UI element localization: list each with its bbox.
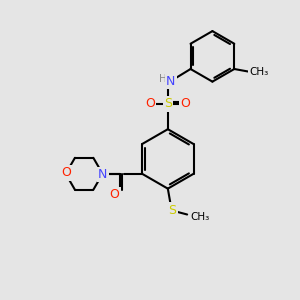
Text: N: N <box>166 75 176 88</box>
Text: S: S <box>168 203 176 217</box>
Text: CH₃: CH₃ <box>249 67 268 77</box>
Text: O: O <box>145 98 155 110</box>
Text: H: H <box>159 74 167 84</box>
Text: S: S <box>164 98 172 110</box>
Text: N: N <box>98 168 107 181</box>
Text: O: O <box>110 188 119 201</box>
Text: O: O <box>61 167 70 179</box>
Text: CH₃: CH₃ <box>190 212 210 223</box>
Text: O: O <box>181 98 190 110</box>
